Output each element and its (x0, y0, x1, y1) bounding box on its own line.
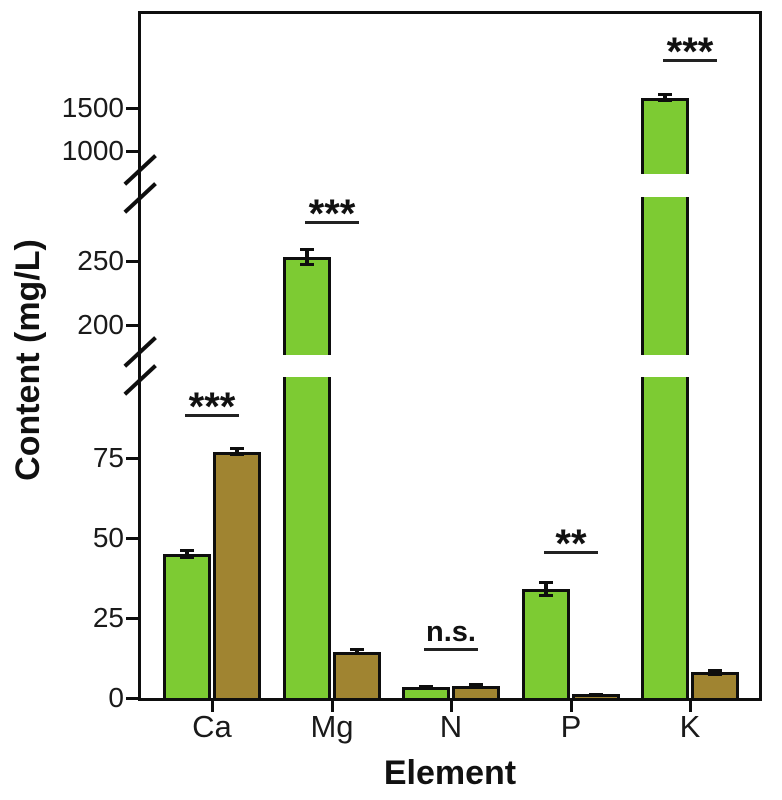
x-category-label-Ca: Ca (192, 709, 232, 744)
x-tick-Mg (330, 699, 334, 712)
errorbar-Mg-green-series (305, 248, 309, 267)
axis-break-slash-1 (123, 182, 157, 214)
bar-Mg-green-series-segment (283, 377, 331, 699)
y-tick-0 (126, 696, 140, 700)
errorbar-cap-N-brown-series-bottom (469, 685, 483, 689)
y-tick-1000 (126, 149, 140, 153)
errorbar-cap-Ca-brown-series-top (230, 446, 244, 450)
y-tick-label-25: 25 (92, 602, 124, 633)
x-tick-Ca (210, 699, 214, 712)
x-tick-N (449, 699, 453, 712)
errorbar-Mg-brown-series (355, 648, 359, 655)
y-tick-label-250: 250 (77, 245, 124, 276)
y-tick-200 (126, 323, 140, 327)
errorbar-cap-N-brown-series-top (469, 683, 483, 687)
significance-label-Mg: *** (308, 192, 356, 236)
x-axis-title: Element (383, 754, 517, 792)
y-tick-1500 (126, 106, 140, 110)
bar-Mg-green-series-segment (283, 257, 331, 355)
bar-K-green-series-segment (641, 97, 689, 174)
errorbar-cap-Mg-brown-series-bottom (350, 651, 364, 655)
x-category-label-N: N (439, 709, 463, 744)
significance-label-N: n.s. (426, 616, 476, 648)
errorbar-cap-K-green-series-top (658, 93, 672, 97)
significance-label-Ca: *** (188, 385, 236, 429)
errorbar-P-green-series (544, 581, 548, 598)
x-category-label-P: P (560, 709, 582, 744)
bar-Ca-green-series-segment (163, 554, 211, 699)
significance-underline-Mg (305, 221, 359, 224)
x-category-label-K: K (679, 709, 701, 744)
errorbar-cap-Ca-brown-series-bottom (230, 453, 244, 457)
bar-K-green-series-segment (641, 197, 689, 355)
y-tick-25 (126, 616, 140, 620)
bar-K-brown-series-segment (691, 672, 739, 699)
x-tick-K (688, 699, 692, 712)
errorbar-cap-Ca-green-series-top (180, 549, 194, 553)
errorbar-cap-K-brown-series-bottom (708, 672, 722, 676)
errorbar-K-green-series (663, 93, 667, 102)
significance-underline-K (663, 59, 717, 62)
significance-label-P: ** (555, 522, 587, 566)
errorbar-Ca-brown-series (235, 446, 239, 457)
y-tick-label-0: 0 (108, 682, 124, 713)
errorbar-K-brown-series (713, 669, 717, 676)
bar-P-green-series-segment (522, 589, 570, 699)
x-category-label-Mg: Mg (310, 709, 354, 744)
y-tick-label-75: 75 (92, 442, 124, 473)
errorbar-cap-Mg-green-series-bottom (300, 263, 314, 267)
x-tick-P (569, 699, 573, 712)
bar-N-green-series-segment (402, 686, 450, 699)
errorbar-cap-Mg-green-series-top (300, 248, 314, 252)
y-tick-label-50: 50 (92, 522, 124, 553)
errorbar-cap-K-green-series-bottom (658, 98, 672, 102)
axis-break-slash-0 (123, 154, 157, 186)
bar-Ca-brown-series-segment (213, 451, 261, 699)
errorbar-cap-P-brown-series-bottom (589, 692, 603, 696)
bar-K-green-series-segment (641, 377, 689, 699)
significance-underline-N (424, 648, 478, 651)
bar-Mg-brown-series-segment (333, 651, 381, 699)
errorbar-cap-N-green-series-bottom (419, 685, 433, 689)
y-tick-label-1500: 1500 (61, 92, 124, 123)
errorbar-cap-Mg-brown-series-top (350, 648, 364, 652)
significance-underline-Ca (185, 414, 239, 417)
axis-break-slash-2 (123, 336, 157, 368)
errorbar-cap-K-brown-series-top (708, 669, 722, 673)
errorbar-cap-P-green-series-bottom (539, 594, 553, 598)
y-tick-250 (126, 259, 140, 263)
errorbar-cap-P-green-series-top (539, 581, 553, 585)
y-axis-title: Content (mg/L) (9, 239, 47, 481)
y-tick-label-1000: 1000 (61, 135, 124, 166)
y-tick-50 (126, 536, 140, 540)
errorbar-Ca-green-series (185, 549, 189, 559)
y-tick-75 (126, 456, 140, 460)
errorbar-cap-Ca-green-series-bottom (180, 555, 194, 559)
y-tick-label-200: 200 (77, 309, 124, 340)
significance-label-K: *** (666, 30, 714, 74)
significance-underline-P (544, 551, 598, 554)
